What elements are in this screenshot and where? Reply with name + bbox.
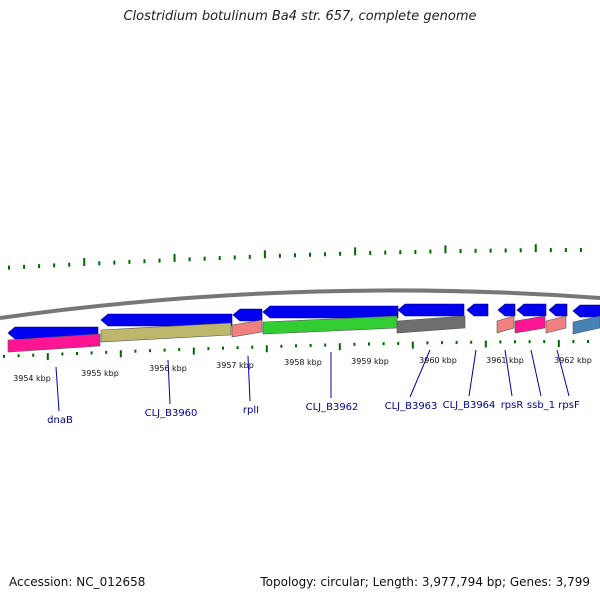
- gene-segment: [514, 315, 546, 334]
- gene-segment: [262, 315, 398, 335]
- gene-segment: [100, 322, 232, 343]
- scale-label: 3957 kbp: [216, 361, 254, 370]
- cds-arrow: [572, 304, 600, 318]
- gene-segment: [396, 315, 466, 334]
- cds-arrow: [262, 305, 399, 319]
- gene-segment: [496, 315, 515, 334]
- cds-arrow: [232, 308, 263, 322]
- accession-label: Accession: NC_012658: [9, 575, 146, 589]
- scale-label: 3958 kbp: [284, 358, 322, 367]
- gene-label: rpsF: [558, 400, 580, 411]
- gene-label: CLJ_B3964: [443, 400, 496, 411]
- gene-segment: [545, 315, 567, 334]
- gene-label: CLJ_B3960: [145, 408, 198, 419]
- gene-label: CLJ_B3962: [306, 402, 359, 413]
- cds-arrow: [548, 303, 568, 317]
- gene-leader-line: [530, 349, 542, 397]
- cds-arrow: [516, 303, 547, 317]
- gene-leader-line: [247, 355, 251, 402]
- gene-leader-line: [468, 349, 477, 397]
- gene-label: rplI: [243, 405, 259, 416]
- scale-label: 3961 kbp: [486, 356, 524, 365]
- scale-label: 3955 kbp: [81, 369, 119, 378]
- genome-summary: Topology: circular; Length: 3,977,794 bp…: [260, 575, 590, 589]
- gene-segment-track: [7, 315, 600, 353]
- gene-leader-line: [55, 366, 60, 412]
- genome-title: Clostridium botulinum Ba4 str. 657, comp…: [123, 9, 477, 24]
- gene-label: dnaB: [47, 415, 73, 426]
- gene-label: CLJ_B3963: [385, 401, 438, 412]
- scale-label: 3959 kbp: [351, 357, 389, 366]
- gene-label: rpsR: [501, 400, 524, 411]
- cds-arrow: [100, 313, 233, 327]
- gene-leader-line: [504, 349, 513, 397]
- gene-label: ssb_1: [527, 400, 555, 411]
- cds-arrow-track: [7, 303, 600, 340]
- genome-backbone: [0, 288, 600, 320]
- gene-segment: [572, 315, 600, 335]
- lower-tick-row: [3, 340, 589, 361]
- cds-arrow: [397, 303, 465, 317]
- upper-tick-row: [8, 244, 582, 270]
- scale-label: 3954 kbp: [13, 374, 51, 383]
- gene-segment: [7, 333, 101, 353]
- gene-segment: [231, 319, 263, 338]
- cds-arrow: [497, 303, 516, 317]
- gene-leader-line: [556, 349, 570, 397]
- gene-label-group: dnaB CLJ_B3960 rplI CLJ_B3962 CLJ_B3963 CLJ_B…: [47, 400, 580, 426]
- scale-label: 3960 kbp: [419, 356, 457, 365]
- gene-leader-lines: [55, 349, 570, 412]
- cds-arrow: [466, 303, 489, 317]
- gene-leader-line: [409, 349, 431, 398]
- scale-label: 3962 kbp: [554, 356, 592, 365]
- gene-leader-line: [167, 359, 171, 405]
